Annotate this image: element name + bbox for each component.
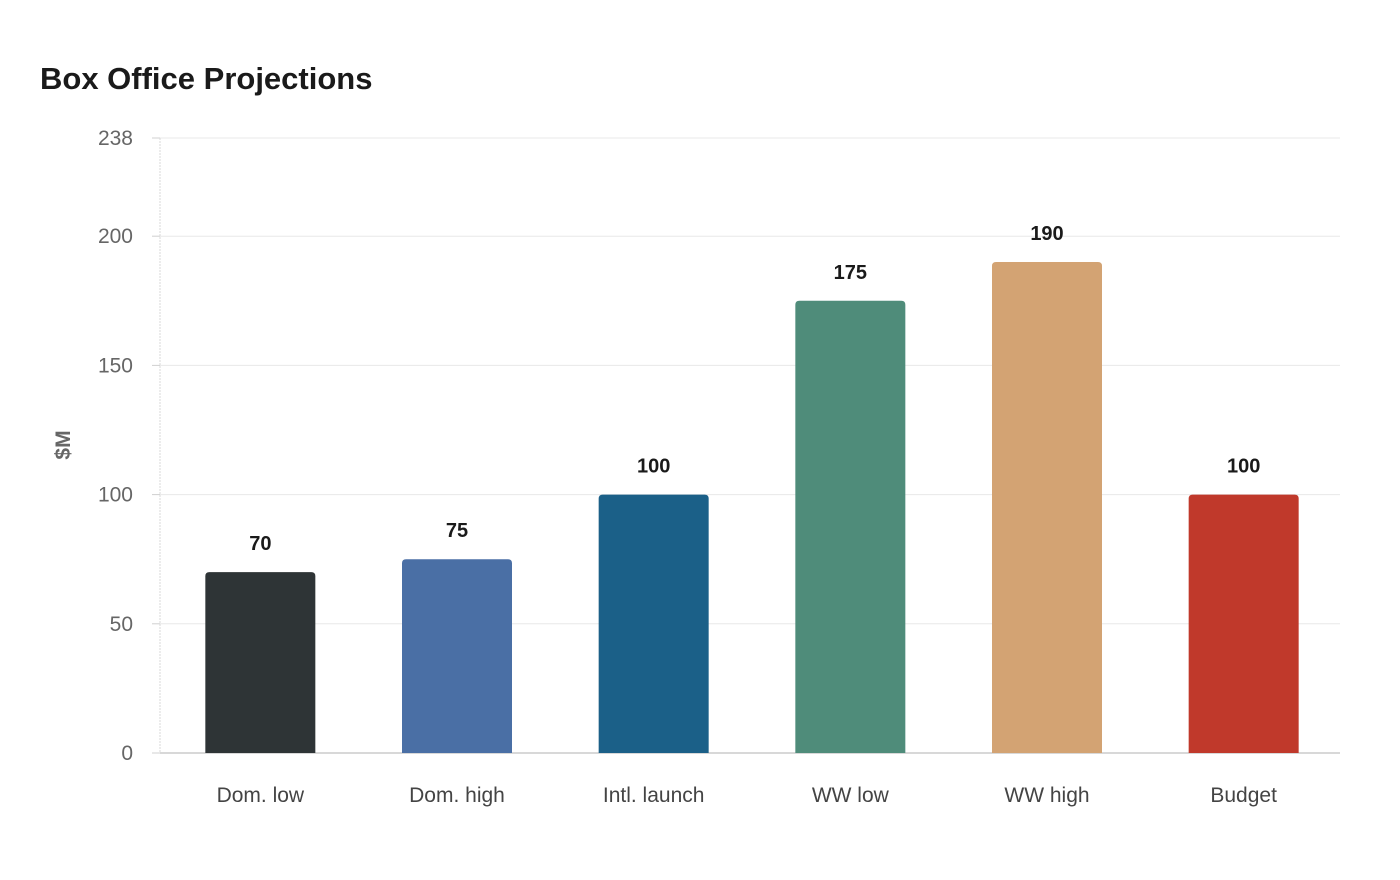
y-tick-label: 100	[98, 484, 133, 507]
x-category-label: Dom. high	[409, 784, 505, 807]
bar	[598, 494, 709, 753]
labels: 0 50 100 150 200 238 $M 70 Dom. low 75 Dom. high 10…	[52, 127, 1277, 807]
bar	[1188, 494, 1299, 753]
y-tick-label: 238	[98, 127, 133, 150]
axes	[152, 137, 1340, 754]
bar-value-label: 175	[834, 262, 867, 284]
bar	[205, 572, 316, 753]
bar-value-label: 70	[249, 533, 271, 555]
y-axis-title: $M	[52, 430, 75, 459]
y-tick-label: 50	[110, 613, 133, 636]
x-category-label: Budget	[1210, 784, 1277, 807]
x-category-label: WW high	[1004, 784, 1089, 807]
bar-value-label: 100	[637, 456, 670, 478]
x-category-label: Dom. low	[217, 784, 305, 807]
bar-value-label: 75	[446, 520, 468, 542]
x-category-label: WW low	[812, 784, 890, 807]
bar	[402, 559, 512, 753]
chart-title: Box Office Projections	[40, 61, 373, 96]
bar-value-label: 100	[1227, 456, 1260, 478]
bar-value-label: 190	[1030, 223, 1063, 245]
bars	[205, 262, 1299, 753]
bar	[795, 300, 906, 753]
y-tick-label: 0	[121, 742, 133, 765]
x-category-label: Intl. launch	[603, 784, 705, 807]
y-tick-label: 200	[98, 225, 133, 248]
bar	[992, 262, 1102, 753]
y-tick-label: 150	[98, 354, 133, 377]
gridlines	[160, 137, 1340, 625]
